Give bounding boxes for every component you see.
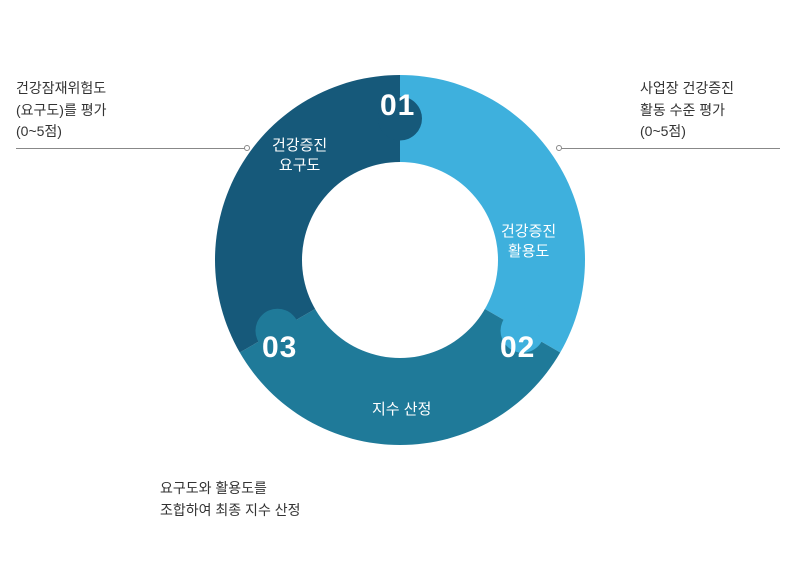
callout-text: (요구도)를 평가 xyxy=(16,102,107,118)
donut-cycle-diagram: 01 건강증진 요구도 건강증진 활용도 02 03 지수 산정 건강잠재위험도… xyxy=(0,0,800,571)
callout-leader-line xyxy=(560,148,780,149)
callout-text: 사업장 건강증진 xyxy=(640,80,734,96)
seg2-title: 건강증진 활용도 xyxy=(501,222,556,263)
seg2-number: 02 xyxy=(500,328,535,369)
seg2-callout: 사업장 건강증진 활동 수준 평가 (0~5점) xyxy=(640,78,734,143)
callout-text: (0~5점) xyxy=(16,123,62,139)
seg3-number: 03 xyxy=(262,328,297,369)
callout-leader-line xyxy=(16,148,248,149)
callout-text: 조합하여 최종 지수 산정 xyxy=(160,502,300,518)
callout-leader-dot xyxy=(244,145,250,151)
seg1-title: 건강증진 요구도 xyxy=(272,136,327,177)
seg1-callout: 건강잠재위험도 (요구도)를 평가 (0~5점) xyxy=(16,78,107,143)
callout-text: 건강잠재위험도 xyxy=(16,80,106,96)
seg1-number: 01 xyxy=(380,86,415,127)
callout-text: (0~5점) xyxy=(640,123,686,139)
seg3-callout: 요구도와 활용도를 조합하여 최종 지수 산정 xyxy=(160,478,300,521)
callout-text: 활동 수준 평가 xyxy=(640,102,725,118)
callout-text: 요구도와 활용도를 xyxy=(160,480,267,496)
seg3-title: 지수 산정 xyxy=(372,400,431,420)
callout-leader-dot xyxy=(556,145,562,151)
